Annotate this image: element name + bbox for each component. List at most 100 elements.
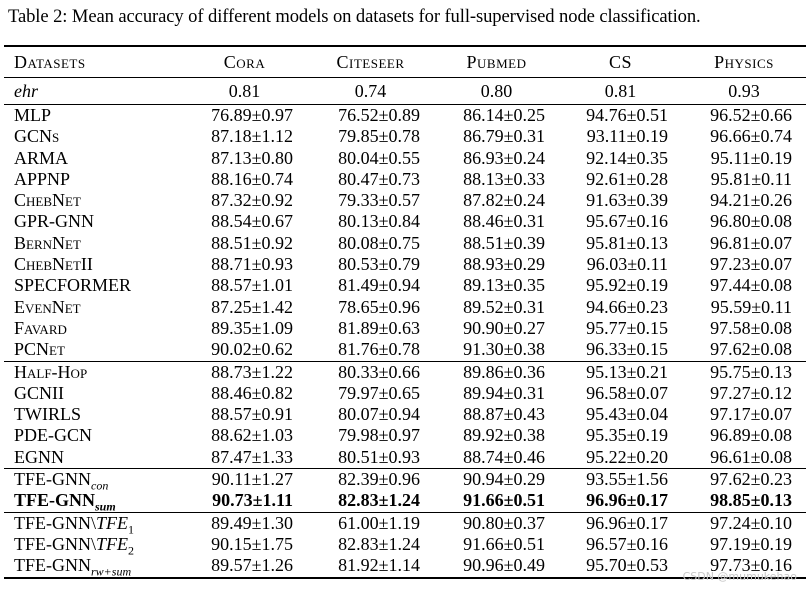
accuracy-cell: 89.52±0.31 (463, 296, 545, 317)
accuracy-cell: 88.57±0.91 (211, 404, 293, 425)
header-row: Datasets Cora Citeseer Pubmed CS Physics (4, 45, 806, 78)
accuracy-cell: 90.94±0.29 (434, 468, 559, 491)
model-name-cell: BernNet (4, 233, 182, 254)
accuracy-cell: 89.49±1.30 (182, 511, 307, 534)
table-row: TFE-GNNcon 90.11±1.27 82.39±0.96 90.94±0.29… (4, 468, 806, 493)
table-row: APPNP 88.16±0.74 80.47±0.73 88.13±0.33 92.61… (4, 169, 806, 190)
accuracy-cell: 95.22±0.20 (586, 446, 668, 467)
accuracy-cell: 92.61±0.28 (586, 168, 668, 189)
accuracy-cell: 95.77±0.15 (586, 317, 668, 338)
model-name: SPECFORMER (14, 275, 132, 296)
accuracy-cell: 97.62±0.23 (682, 468, 806, 491)
accuracy-cell: 95.75±0.13 (682, 360, 806, 383)
accuracy-cell: 88.62±1.03 (211, 425, 293, 446)
accuracy-cell: 88.51±0.92 (211, 232, 293, 253)
model-name-cell: TFE-GNN\TFE1 (4, 511, 182, 537)
accuracy-cell: 96.96±0.17 (559, 511, 682, 534)
accuracy-cell: 82.39±0.96 (307, 468, 434, 491)
accuracy-cell: 87.13±0.80 (211, 147, 293, 168)
accuracy-cell: 95.59±0.11 (710, 296, 792, 317)
table-caption: Table 2: Mean accuracy of different mode… (8, 6, 701, 27)
accuracy-cell: 87.32±0.92 (211, 190, 293, 211)
accuracy-cell: 89.57±1.26 (182, 555, 307, 579)
accuracy-cell: 95.67±0.16 (586, 211, 668, 232)
table-row: ARMA 87.13±0.80 80.04±0.55 86.93±0.24 92.14±… (4, 148, 806, 169)
header-pubmed: Pubmed (434, 45, 559, 78)
model-name-cell: TFE-GNNsum (4, 490, 182, 513)
model-name: ChebNetII (14, 254, 93, 275)
model-name-cell: PCNet (4, 339, 182, 361)
accuracy-cell: 95.81±0.11 (710, 168, 792, 189)
accuracy-cell: 95.92±0.19 (586, 275, 668, 296)
accuracy-cell: 96.03±0.11 (586, 254, 668, 275)
accuracy-cell: 91.66±0.51 (463, 533, 545, 554)
accuracy-cell: 95.81±0.13 (586, 232, 668, 253)
ehr-value: 0.93 (682, 77, 806, 105)
model-tfe-term: TFE (96, 533, 129, 554)
model-name: PDE-GCN (14, 425, 93, 446)
accuracy-cell: 81.49±0.94 (338, 275, 420, 296)
model-name-cell: TFE-GNNcon (4, 468, 182, 493)
accuracy-cell: 88.46±0.82 (211, 382, 293, 403)
table-row: TWIRLS 88.57±0.91 80.07±0.94 88.87±0.43 95.4… (4, 404, 806, 425)
accuracy-cell: 80.08±0.75 (338, 232, 420, 253)
accuracy-cell: 96.89±0.08 (710, 425, 792, 446)
model-name-cell: SPECFORMER (4, 275, 182, 296)
model-subscript: con (91, 478, 109, 493)
model-name-cell: ARMA (4, 148, 182, 169)
table-row: Half-Hop 88.73±1.22 80.33±0.66 89.86±0.36 95… (4, 360, 806, 383)
accuracy-cell: 81.89±0.63 (338, 317, 420, 338)
accuracy-cell: 91.66±0.51 (463, 490, 545, 511)
table-row: MLP 76.89±0.97 76.52±0.89 86.14±0.25 94.76±0… (4, 105, 806, 127)
model-name: GCNs (14, 126, 60, 147)
ehr-value: 0.80 (434, 77, 559, 105)
accuracy-cell: 80.53±0.79 (338, 254, 420, 275)
accuracy-cell: 88.57±1.01 (211, 275, 293, 296)
accuracy-cell: 88.73±1.22 (182, 360, 307, 383)
model-name: TWIRLS (14, 404, 81, 425)
accuracy-cell: 78.65±0.96 (338, 296, 420, 317)
accuracy-cell: 88.13±0.33 (463, 168, 545, 189)
model-name-cell: APPNP (4, 169, 182, 190)
accuracy-cell: 97.19±0.19 (710, 533, 792, 554)
model-name: MLP (14, 105, 52, 125)
accuracy-cell: 88.46±0.31 (463, 211, 545, 232)
accuracy-cell: 96.58±0.07 (586, 382, 668, 403)
model-name-cell: EvenNet (4, 297, 182, 318)
accuracy-cell: 88.54±0.67 (211, 211, 293, 232)
model-name: GCNII (14, 382, 64, 403)
model-name-cell: Favard (4, 318, 182, 339)
model-tfe-subscript: 1 (128, 522, 135, 537)
header-datasets: Datasets (4, 45, 182, 78)
model-name: PCNet (14, 339, 65, 360)
accuracy-cell: 96.33±0.15 (586, 339, 668, 360)
accuracy-cell: 82.83±1.24 (338, 490, 420, 511)
accuracy-cell: 87.47±1.33 (211, 446, 293, 467)
header-cora: Cora (182, 45, 307, 78)
model-name-cell: ChebNet (4, 190, 182, 211)
model-name: TFE-GNN (14, 490, 95, 511)
accuracy-cell: 97.24±0.10 (682, 511, 806, 534)
header-cs: CS (559, 45, 682, 78)
accuracy-cell: 96.66±0.74 (710, 126, 792, 147)
accuracy-cell: 97.27±0.12 (710, 382, 792, 403)
model-name: EGNN (14, 446, 64, 467)
accuracy-cell: 97.58±0.08 (710, 317, 792, 338)
model-name-cell: ChebNetII (4, 254, 182, 275)
header-physics: Physics (682, 45, 806, 78)
results-table: Datasets Cora Citeseer Pubmed CS Physics… (4, 45, 806, 579)
model-subscript: rw+sum (91, 564, 132, 579)
accuracy-cell: 97.62±0.08 (710, 339, 792, 360)
accuracy-cell: 95.70±0.53 (559, 555, 682, 579)
model-name: TFE-GNN\ (14, 512, 96, 533)
model-name: TFE-GNN (14, 555, 91, 576)
accuracy-cell: 95.11±0.19 (710, 147, 792, 168)
accuracy-cell: 97.17±0.07 (710, 404, 792, 425)
accuracy-cell: 89.13±0.35 (463, 275, 545, 296)
model-name-cell: PDE-GCN (4, 425, 182, 446)
accuracy-cell: 80.07±0.94 (338, 404, 420, 425)
table-row: PDE-GCN 88.62±1.03 79.98±0.97 89.92±0.38 95.… (4, 425, 806, 446)
model-name: Half-Hop (14, 361, 88, 382)
accuracy-cell: 81.76±0.78 (338, 339, 420, 360)
accuracy-cell: 81.92±1.14 (307, 555, 434, 579)
